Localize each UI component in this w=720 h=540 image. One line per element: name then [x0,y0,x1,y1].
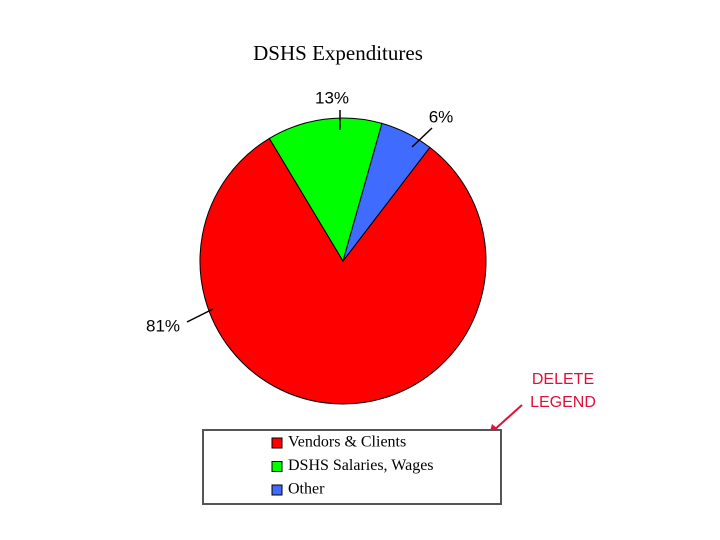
chart-title: DSHS Expenditures [253,41,423,65]
legend-box [202,429,502,505]
legend-label: Other [288,481,325,498]
pie-slice [268,117,383,263]
data-label: 13% [315,88,349,107]
pie-slice [342,122,431,262]
legend-swatch [271,461,283,472]
data-label: 81% [146,316,180,335]
legend-swatch [271,484,283,496]
pie-slice [199,137,487,405]
legend-swatch [271,437,283,449]
legend-label: Vendors & Clients [288,434,406,451]
annotation: LEGEND [530,394,596,411]
leader-line [186,308,214,323]
annotation: DELETE [532,371,594,388]
data-label: 6% [429,107,454,126]
leader-line [411,127,433,148]
legend-label: DSHS Salaries, Wages [288,457,434,474]
